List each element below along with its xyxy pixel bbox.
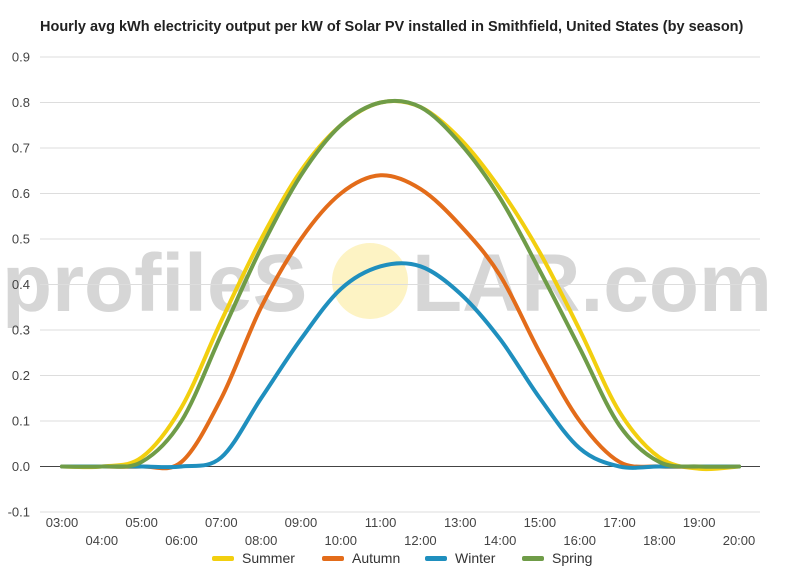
x-tick-label: 07:00 bbox=[205, 515, 238, 530]
x-tick-label: 06:00 bbox=[165, 533, 198, 545]
x-tick-label: 04:00 bbox=[86, 533, 119, 545]
y-tick-label: 0.6 bbox=[12, 186, 30, 201]
legend-item-summer[interactable]: Summer bbox=[212, 549, 295, 567]
legend-item-autumn[interactable]: Autumn bbox=[322, 549, 400, 567]
y-tick-label: 0.2 bbox=[12, 368, 30, 383]
x-tick-label: 17:00 bbox=[603, 515, 636, 530]
legend-label: Summer bbox=[242, 550, 295, 566]
y-axis: -0.1 0.0 0.1 0.2 0.3 0.4 0.5 0.6 0.7 0.8 0.9 bbox=[8, 50, 30, 520]
y-tick-label: 0.9 bbox=[12, 50, 30, 65]
x-tick-label: 08:00 bbox=[245, 533, 278, 545]
legend-swatch bbox=[212, 555, 234, 561]
legend-item-spring[interactable]: Spring bbox=[522, 549, 592, 567]
gridlines bbox=[40, 56, 760, 513]
y-tick-label: 0.0 bbox=[12, 459, 30, 474]
series-line-winter bbox=[60, 261, 741, 470]
legend-label: Spring bbox=[552, 550, 593, 566]
legend-label: Autumn bbox=[352, 550, 401, 566]
series-line-spring bbox=[60, 98, 741, 469]
x-tick-label: 12:00 bbox=[404, 533, 437, 545]
y-tick-label: 0.8 bbox=[12, 95, 30, 110]
x-tick-label: 03:00 bbox=[46, 515, 79, 530]
legend: Summer Autumn Winter Spring bbox=[0, 549, 800, 567]
line-chart: -0.1 0.0 0.1 0.2 0.3 0.4 0.5 0.6 0.7 0.8 0.9 03:00… bbox=[8, 50, 760, 545]
x-axis: 03:00 04:00 05:00 06:00 07:00 08:00 09:00 10:00… bbox=[46, 515, 756, 545]
legend-swatch bbox=[522, 555, 544, 561]
y-tick-label: 0.4 bbox=[12, 277, 30, 292]
series-line-autumn bbox=[60, 173, 741, 471]
x-tick-label: 15:00 bbox=[524, 515, 557, 530]
x-tick-label: 18:00 bbox=[643, 533, 676, 545]
x-tick-label: 05:00 bbox=[125, 515, 158, 530]
x-tick-label: 11:00 bbox=[365, 515, 397, 530]
legend-swatch bbox=[322, 555, 344, 561]
x-tick-label: 09:00 bbox=[285, 515, 318, 530]
legend-swatch bbox=[425, 555, 447, 561]
y-tick-label: -0.1 bbox=[8, 505, 30, 520]
x-tick-label: 10:00 bbox=[324, 533, 357, 545]
legend-label: Winter bbox=[455, 550, 496, 566]
chart-title: Hourly avg kWh electricity output per kW… bbox=[40, 19, 744, 35]
y-tick-label: 0.5 bbox=[12, 232, 30, 247]
y-tick-label: 0.3 bbox=[12, 323, 30, 338]
series-line-summer bbox=[60, 99, 741, 472]
series-lines bbox=[60, 98, 741, 472]
x-tick-label: 16:00 bbox=[563, 533, 596, 545]
legend-item-winter[interactable]: Winter bbox=[425, 549, 495, 567]
x-tick-label: 20:00 bbox=[723, 533, 756, 545]
y-tick-label: 0.7 bbox=[12, 141, 30, 156]
y-tick-label: 0.1 bbox=[12, 414, 30, 429]
x-tick-label: 19:00 bbox=[683, 515, 716, 530]
x-tick-label: 14:00 bbox=[484, 533, 517, 545]
x-tick-label: 13:00 bbox=[444, 515, 477, 530]
